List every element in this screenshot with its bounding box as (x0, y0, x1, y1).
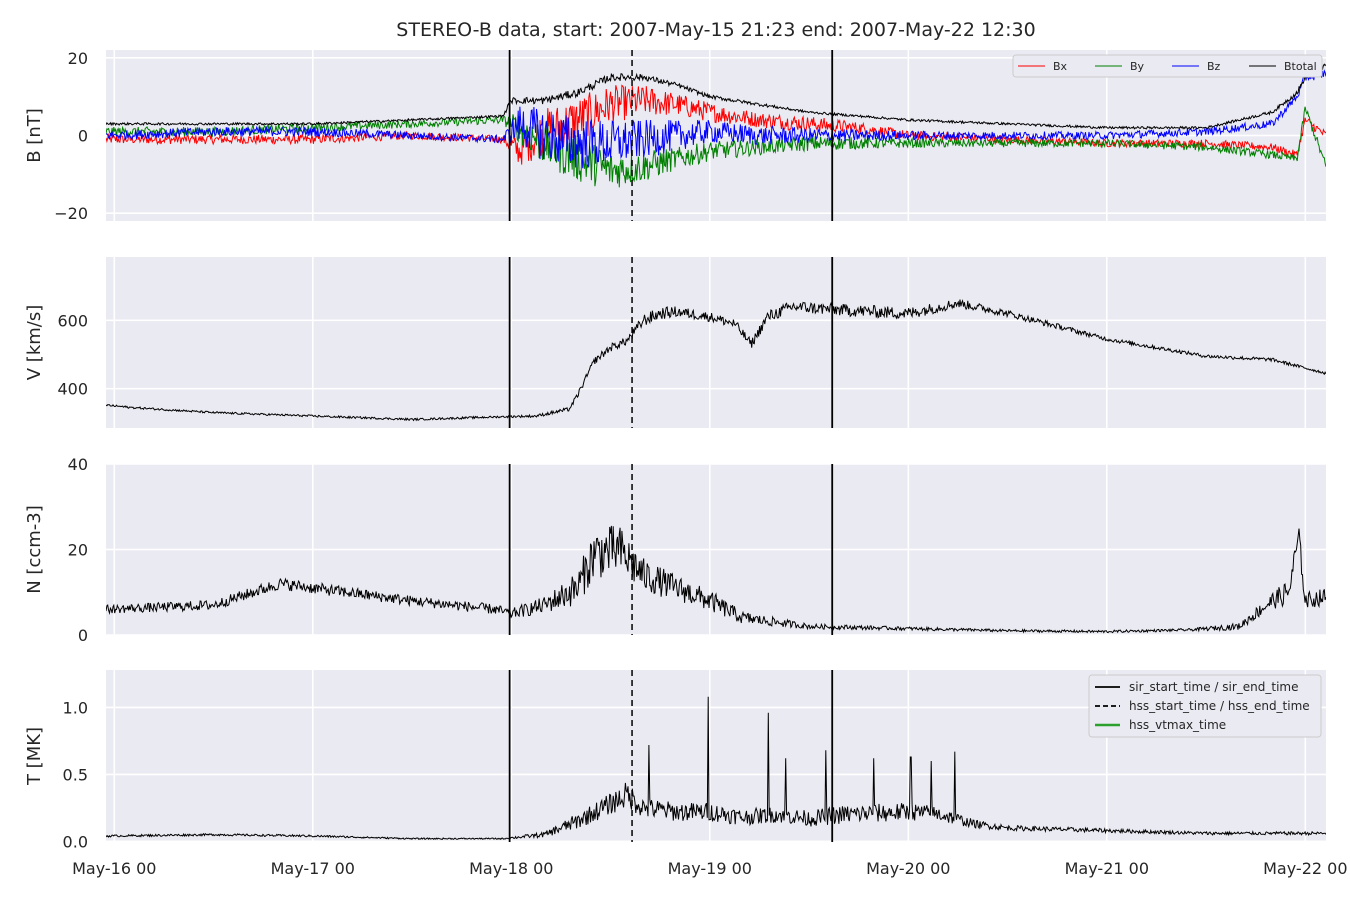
legend-box (1088, 674, 1322, 738)
series-group (106, 63, 1326, 188)
x-tick-label: May-18 00 (469, 859, 553, 878)
panel-3: 0 20 40 N [ccm-3] (24, 455, 1326, 645)
x-tick-label: May-20 00 (866, 859, 950, 878)
y-tick-label: 20 (68, 49, 88, 68)
y-tick-label: 40 (68, 455, 88, 474)
y-axis-label: T [MK] (24, 727, 45, 786)
y-axis-label: V [km/s] (24, 305, 45, 380)
y-tick-label: 0 (78, 127, 88, 146)
y-tick-label: 600 (57, 311, 88, 330)
y-tick-label: 20 (68, 541, 88, 560)
series-line-btotal (106, 63, 1326, 130)
y-axis-label: B [nT] (24, 108, 45, 163)
y-tick-label: 400 (57, 380, 88, 399)
legend-events: sir_start_time / sir_end_time hss_start_t… (1088, 674, 1322, 738)
y-tick-label: −20 (54, 204, 88, 223)
legend-entry: hss_vtmax_time (1129, 718, 1226, 732)
y-tick-label: 1.0 (63, 698, 88, 717)
legend-b: Bx By Bz Btotal (1012, 54, 1323, 78)
series-line-n (106, 525, 1326, 634)
legend-entry: hss_start_time / hss_end_time (1129, 699, 1310, 713)
x-tick-label: May-21 00 (1065, 859, 1149, 878)
series-group (106, 525, 1326, 634)
series-line-t (106, 696, 1326, 841)
x-tick-label: May-19 00 (668, 859, 752, 878)
y-axis-label: N [ccm-3] (24, 505, 45, 594)
series-group (106, 696, 1326, 841)
series-line-bx (106, 84, 1326, 165)
x-tick-label: May-22 00 (1263, 859, 1347, 878)
x-tick-label: May-16 00 (72, 859, 156, 878)
legend-entry: Bx (1053, 60, 1068, 73)
panel-1: −20 0 20 B [nT] Bx By Bz Btotal (24, 49, 1326, 223)
panel-4: 0.0 0.5 1.0 T [MK] sir_start_time / sir_end_… (24, 670, 1326, 851)
legend-entry: By (1130, 60, 1145, 73)
panel-2: 400 600 V [km/s] (24, 257, 1326, 428)
figure-title: STEREO-B data, start: 2007-May-15 21:23 … (396, 19, 1035, 41)
y-tick-label: 0 (78, 626, 88, 645)
x-tick-label: May-17 00 (271, 859, 355, 878)
series-line-bz (106, 69, 1326, 169)
legend-entry: Btotal (1284, 60, 1317, 73)
legend-entry: sir_start_time / sir_end_time (1129, 680, 1299, 694)
series-line-v (106, 299, 1326, 422)
plot-background (106, 257, 1326, 428)
legend-entry: Bz (1207, 60, 1221, 73)
series-group (106, 299, 1326, 422)
y-tick-label: 0.0 (63, 832, 88, 851)
y-tick-label: 0.5 (63, 765, 88, 784)
legend-box (1012, 54, 1323, 78)
